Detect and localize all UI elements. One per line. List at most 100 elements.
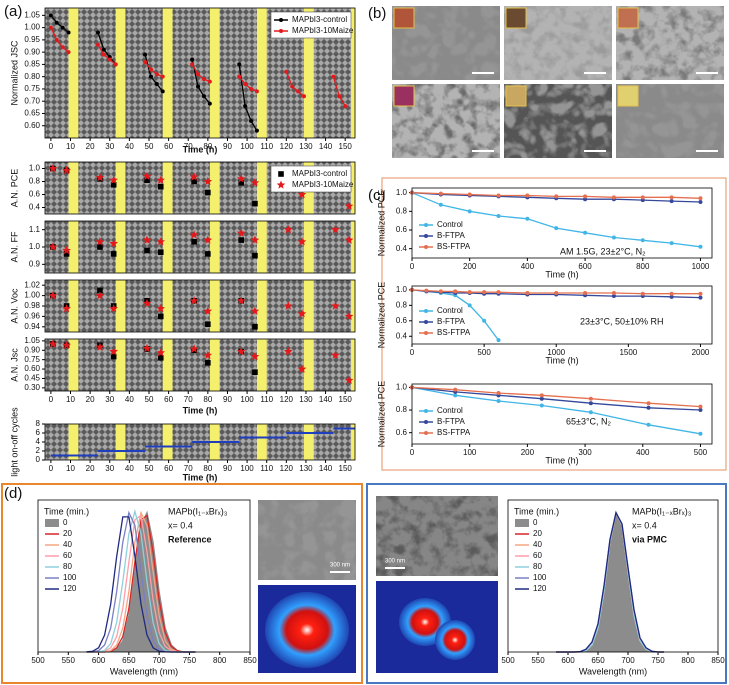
y-tick-label: 0.80 (24, 72, 40, 81)
marker (331, 301, 340, 310)
y-tick-label: 1.0 (396, 285, 408, 294)
x-tick-label: 0 (410, 448, 415, 457)
marker (297, 364, 307, 373)
x-tick-label: 90 (223, 464, 232, 473)
series-line (411, 289, 701, 299)
marker (60, 25, 65, 30)
legend-label: Control (437, 220, 463, 229)
x-tick-label: 80 (203, 395, 212, 404)
plot-frame (44, 423, 356, 461)
marker (279, 29, 283, 33)
light-band (209, 280, 220, 332)
x-tick-label: 1000 (547, 348, 565, 357)
legend-swatch (45, 519, 59, 527)
marker (588, 396, 593, 401)
marker (154, 82, 159, 87)
marker (109, 239, 118, 248)
light-band (303, 424, 314, 460)
light-band (351, 280, 355, 332)
legend-label: 60 (533, 551, 542, 560)
light-band (162, 280, 173, 332)
marker (157, 183, 164, 190)
x-tick-label: 60 (164, 395, 173, 404)
marker (284, 301, 293, 310)
marker (237, 62, 242, 67)
light-band (256, 424, 267, 460)
x-tick-label: 0 (410, 262, 415, 271)
y-tick-label: 0.8 (396, 206, 408, 215)
y-tick-label: 1.0 (396, 188, 408, 197)
marker (156, 237, 165, 246)
marker (243, 82, 248, 87)
annotation: x= 0.4 (632, 520, 657, 530)
y-axis-label: Normalized PCE (376, 282, 386, 349)
area (86, 512, 196, 652)
marker (205, 360, 211, 366)
light-band (351, 8, 355, 138)
marker (196, 72, 201, 77)
marker (496, 398, 501, 403)
marker (424, 309, 428, 313)
x-tick-label: 40 (125, 142, 134, 151)
y-tick-label: 6 (36, 428, 41, 437)
legend-label: BS-FTPA (437, 242, 471, 251)
x-tick-label: 750 (651, 656, 665, 665)
marker (698, 295, 703, 300)
legend-label: 80 (533, 562, 542, 571)
panel-label: (c) (368, 187, 386, 204)
x-tick-label: 850 (711, 656, 725, 665)
plot-background (45, 221, 355, 273)
marker (331, 350, 340, 359)
marker (109, 347, 118, 356)
marker (148, 67, 153, 72)
legend-label: BS-FTPA (437, 328, 471, 337)
marker (189, 344, 199, 353)
x-tick-label: 800 (681, 656, 695, 665)
marker (424, 331, 428, 335)
legend-label: 20 (533, 529, 542, 538)
marker (48, 13, 53, 18)
legend-label: 0 (63, 518, 68, 527)
marker (344, 375, 354, 384)
marker (143, 59, 148, 64)
y-axis-label: Normalized PCE (376, 190, 386, 257)
x-tick-label: 700 (621, 656, 635, 665)
light-band (209, 8, 220, 138)
x-tick-label: 500 (31, 656, 45, 665)
marker (196, 84, 201, 89)
marker (611, 235, 616, 240)
x-tick-label: 100 (240, 142, 254, 151)
light-band (256, 8, 267, 138)
y-tick-label: 1.02 (24, 280, 40, 289)
plot-frame (44, 161, 356, 215)
y-tick-label: 1.05 (24, 10, 40, 19)
marker (554, 290, 559, 295)
plot-frame (44, 279, 356, 333)
plot-frame (411, 187, 713, 259)
light-band (162, 339, 173, 391)
annotation: Reference (168, 534, 212, 544)
marker (142, 171, 152, 180)
marker (698, 404, 703, 409)
x-tick-label: 0 (49, 395, 54, 404)
plot-background (45, 280, 355, 332)
marker (284, 225, 293, 234)
marker (453, 289, 458, 294)
x-axis-label: Time (h) (545, 355, 578, 365)
x-tick-label: 800 (636, 262, 650, 271)
marker (583, 194, 588, 199)
annotation: AM 1.5G, 23±2°C, N₂ (560, 246, 646, 256)
marker (254, 128, 259, 133)
y-tick-label: 0.4 (29, 203, 41, 212)
panel-frame (1, 483, 363, 684)
x-tick-label: 80 (203, 464, 212, 473)
marker (62, 165, 71, 175)
y-tick-label: 8 (36, 419, 41, 428)
x-tick-label: 120 (280, 464, 294, 473)
light-band (256, 280, 267, 332)
marker (113, 62, 118, 67)
marker (640, 198, 645, 203)
x-tick-label: 110 (260, 395, 273, 404)
marker (154, 72, 159, 77)
